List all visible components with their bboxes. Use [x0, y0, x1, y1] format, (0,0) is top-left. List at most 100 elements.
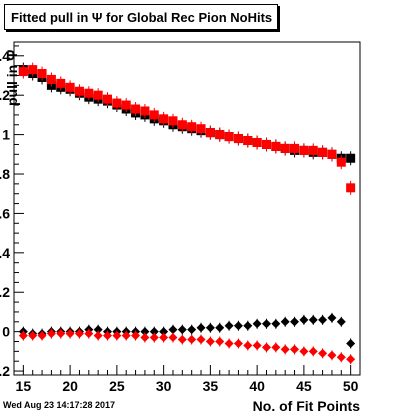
data-point-diamond — [84, 329, 94, 339]
data-point-diamond — [65, 329, 75, 339]
data-point-square — [84, 88, 94, 98]
data-point-diamond — [168, 333, 178, 343]
data-point-diamond — [46, 329, 56, 339]
marks-layer — [18, 62, 356, 365]
data-point-diamond — [280, 317, 290, 327]
data-point-square — [56, 78, 66, 88]
y-tick-label: -0.2 — [0, 363, 10, 379]
data-point-square — [261, 139, 271, 149]
data-point-diamond — [271, 319, 281, 329]
data-point-square — [196, 124, 206, 134]
data-point-diamond — [159, 327, 169, 337]
series-4 — [18, 328, 356, 365]
data-point-diamond — [196, 323, 206, 333]
data-point-diamond — [74, 329, 84, 339]
y-tick-label: 0.4 — [0, 245, 10, 261]
data-point-diamond — [252, 340, 262, 350]
data-point-diamond — [290, 317, 300, 327]
data-point-square — [318, 147, 328, 157]
data-point-square — [299, 145, 309, 155]
data-point-square — [93, 90, 103, 100]
x-tick-label: 50 — [343, 378, 359, 394]
data-point-square — [74, 86, 84, 96]
plot-title-box: Fitted pull in Ψ for Global Rec Pion NoH… — [4, 4, 278, 30]
axes-layer: 15 20 25 30 35 40 45 50 -0.2 0 0.2 0.4 0.6 0.8 1 1.2 1.4 — [0, 45, 361, 394]
series-3 — [18, 312, 356, 349]
data-point-square — [28, 65, 38, 75]
data-point-diamond — [177, 335, 187, 345]
y-tick-label: 0.6 — [0, 205, 10, 221]
data-point-square — [308, 145, 318, 155]
y-tick-label: 1.4 — [0, 48, 10, 64]
data-point-square — [159, 114, 169, 124]
data-point-diamond — [308, 315, 318, 325]
data-point-square — [149, 110, 159, 120]
data-point-square — [280, 143, 290, 153]
data-point-square — [131, 104, 141, 114]
data-point-diamond — [93, 331, 103, 341]
data-point-diamond — [308, 346, 318, 356]
y-tick-label: 0 — [2, 324, 10, 340]
data-point-diamond — [149, 333, 159, 343]
data-point-diamond — [327, 313, 337, 323]
data-point-diamond — [336, 352, 346, 362]
data-point-diamond — [205, 323, 215, 333]
data-point-diamond — [318, 348, 328, 358]
data-point-square — [215, 130, 225, 140]
data-point-diamond — [346, 354, 356, 364]
data-point-diamond — [93, 325, 103, 335]
data-point-square — [168, 116, 178, 126]
data-point-diamond — [177, 325, 187, 335]
data-point-diamond — [243, 340, 253, 350]
data-point-diamond — [271, 342, 281, 352]
data-point-diamond — [215, 323, 225, 333]
data-point-square — [37, 69, 47, 79]
data-point-diamond — [103, 331, 113, 341]
data-point-square — [346, 153, 356, 163]
x-tick-label: 30 — [156, 378, 172, 394]
data-point-diamond — [233, 321, 243, 331]
data-point-square — [177, 120, 187, 130]
data-point-diamond — [168, 325, 178, 335]
x-tick-label: 35 — [203, 378, 219, 394]
data-point-square — [327, 149, 337, 159]
data-point-diamond — [261, 319, 271, 329]
data-point-square — [336, 157, 346, 167]
data-point-diamond — [196, 335, 206, 345]
plot-title: Fitted pull in Ψ for Global Rec Pion NoH… — [11, 9, 273, 25]
data-point-square — [46, 74, 56, 84]
y-tick-label: 1 — [2, 127, 10, 143]
data-point-diamond — [140, 333, 150, 343]
data-point-diamond — [131, 331, 141, 341]
data-point-square — [121, 100, 131, 110]
data-point-diamond — [224, 338, 234, 348]
data-point-square — [187, 122, 197, 132]
data-point-diamond — [243, 321, 253, 331]
series-2 — [18, 62, 356, 195]
x-tick-label: 25 — [109, 378, 125, 394]
data-point-diamond — [261, 342, 271, 352]
x-tick-label: 15 — [16, 378, 32, 394]
data-point-diamond — [37, 331, 47, 341]
data-point-square — [112, 98, 122, 108]
data-point-diamond — [233, 338, 243, 348]
data-point-square — [103, 94, 113, 104]
data-point-square — [140, 106, 150, 116]
data-point-square — [233, 134, 243, 144]
data-point-diamond — [140, 327, 150, 337]
timestamp: Wed Aug 23 14:17:28 2017 — [3, 400, 116, 410]
data-point-square — [205, 128, 215, 138]
data-point-diamond — [252, 319, 262, 329]
data-point-diamond — [187, 335, 197, 345]
data-point-diamond — [149, 327, 159, 337]
data-point-diamond — [215, 337, 225, 347]
data-point-square — [65, 82, 75, 92]
data-point-diamond — [159, 333, 169, 343]
data-point-diamond — [56, 329, 66, 339]
data-point-square — [243, 136, 253, 146]
y-tick-label: 0.8 — [0, 166, 10, 182]
data-point-diamond — [336, 317, 346, 327]
y-tick-label: 1.2 — [0, 87, 10, 103]
data-point-diamond — [112, 331, 122, 341]
